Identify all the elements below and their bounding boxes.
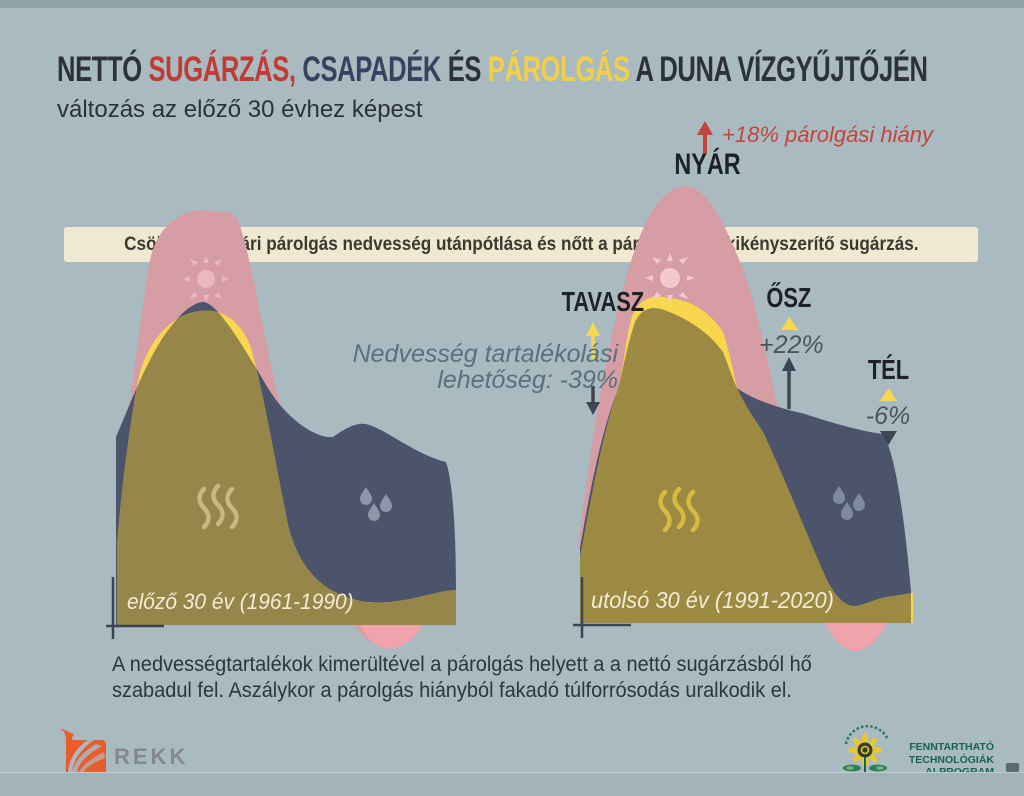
- chart-panel-previous-period: [106, 210, 456, 649]
- radiation-bright-lobe: [360, 625, 422, 649]
- spring-yellow-up-arrow-icon: [586, 322, 600, 359]
- heat-waves-icon: [658, 486, 700, 533]
- moisture-note-line2: lehetőség: -39%: [437, 366, 618, 394]
- evaporation-precipitation-overlap: [117, 310, 456, 625]
- bottom-edge-strip: [0, 772, 1024, 796]
- autumn-change-value: +22%: [759, 331, 824, 359]
- rekk-logo-text: REKK: [114, 744, 189, 769]
- title-part-radiation: SUGÁRZÁS,: [148, 50, 296, 89]
- chart-panel-recent-period: [573, 185, 913, 652]
- winter-dark-down-triangle-icon: [880, 431, 897, 445]
- rekk-logo-icon: [60, 728, 106, 774]
- season-label-summer: NYÁR: [674, 148, 741, 181]
- title-part-evaporation: PÁROLGÁS: [487, 50, 630, 89]
- sun-icon: [183, 256, 229, 302]
- season-label-spring: TAVASZ: [561, 286, 645, 317]
- red-up-arrow-icon: [697, 121, 713, 154]
- autumn-yellow-triangle-icon: [781, 317, 798, 330]
- raindrops-icon: [833, 486, 865, 520]
- sun-icon: [645, 253, 695, 303]
- axis-corner: [106, 577, 164, 639]
- program-logo-line1: FENNTARTHATÓ: [909, 741, 994, 753]
- right-chart-caption: utolsó 30 év (1991-2020): [591, 587, 834, 613]
- title-part-dark: NETTÓ: [57, 50, 149, 89]
- screen-edge-artifact: [1006, 763, 1019, 772]
- raindrops-icon: [360, 487, 392, 521]
- moisture-note-line1: Nedvesség tartalékolási: [352, 340, 618, 368]
- winter-yellow-triangle-icon: [880, 388, 897, 401]
- title-part-rest: A DUNA VÍZGYŰJTŐJÉN: [629, 50, 928, 89]
- radiation-bright-lobe: [825, 623, 887, 652]
- autumn-dark-up-arrow-icon: [782, 357, 796, 409]
- season-label-autumn: ŐSZ: [766, 282, 812, 313]
- axis-corner: [573, 577, 631, 638]
- season-label-winter: TÉL: [867, 354, 909, 385]
- moisture-reserve-note: Nedvesség tartalékolási lehetőség: -39%: [320, 341, 618, 393]
- top-edge-strip: [0, 0, 1024, 8]
- subtitle: változás az előző 30 évhez képest: [57, 96, 423, 123]
- heat-waves-icon: [197, 483, 239, 530]
- title-part-and: ÉS: [440, 50, 488, 89]
- spring-dark-down-arrow-icon: [586, 386, 600, 415]
- evaporation-deficit-note: +18% párolgási hiány: [722, 122, 933, 147]
- program-logo-line2: TECHNOLÓGIÁK: [908, 753, 994, 766]
- footer-text-line2: szabadul fel. Aszálykor a párolgás hiány…: [112, 679, 792, 702]
- winter-change-value: -6%: [865, 402, 911, 430]
- title-part-precipitation: CSAPADÉK: [295, 50, 441, 89]
- evaporation-precipitation-overlap: [580, 308, 911, 623]
- footer-text-line1: A nedvességtartalékok kimerültével a pár…: [112, 653, 812, 676]
- page-title: NETTÓ SUGÁRZÁS, CSAPADÉK ÉS PÁROLGÁS A D…: [57, 50, 928, 90]
- left-chart-caption: előző 30 év (1961-1990): [127, 589, 354, 614]
